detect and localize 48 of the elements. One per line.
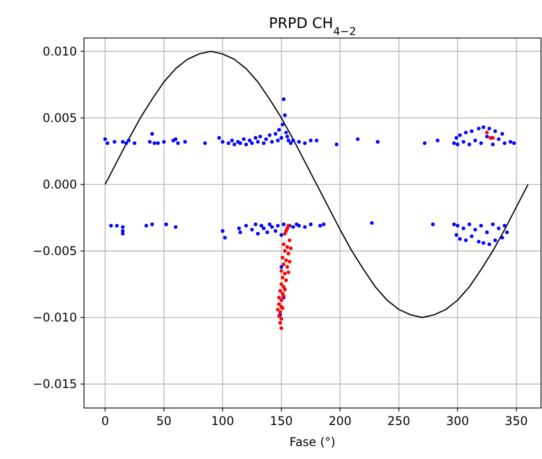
y-tick-label: −0.010 [32,310,77,325]
point [284,258,288,262]
point [285,265,290,269]
point [283,288,287,292]
point [283,232,287,236]
x-tick-label: 300 [446,414,470,428]
point [280,256,284,260]
point [278,321,282,325]
y-tick-label: 0.010 [42,44,77,59]
point [285,245,290,249]
point [277,296,281,300]
x-tick-label: 200 [328,414,352,428]
chart-title: PRPD CH$_{4−2}$ [268,16,356,38]
point [280,276,284,280]
point [278,289,282,293]
point [280,282,284,286]
point [277,302,281,306]
point [282,242,286,246]
point [280,317,284,321]
point [278,310,282,314]
point [288,260,292,264]
point [276,308,280,312]
point [280,269,284,273]
point [283,272,287,276]
point [280,298,284,302]
x-tick-label: 100 [211,414,234,428]
line-series [104,50,529,318]
point [286,252,290,256]
x-tick-label: 50 [156,414,172,428]
point [282,285,286,289]
y-tick-label: 0.000 [42,178,77,192]
point [280,326,284,330]
x-tick-label: 250 [387,414,410,428]
y-tick-label: −0.015 [32,377,77,392]
y-tick-label: −0.005 [32,244,77,258]
x-tick-label: 150 [270,414,293,428]
point [283,249,287,253]
point [288,238,292,242]
point [284,278,288,282]
point [485,130,489,134]
point [286,270,290,274]
point [282,262,286,266]
point [288,246,293,250]
x-tick-label: 0 [101,414,109,428]
y-tick-label: 0.005 [42,111,77,126]
point [491,136,495,140]
x-tick-label: 350 [504,414,528,428]
x-axis-title: Fase (°) [290,435,336,449]
